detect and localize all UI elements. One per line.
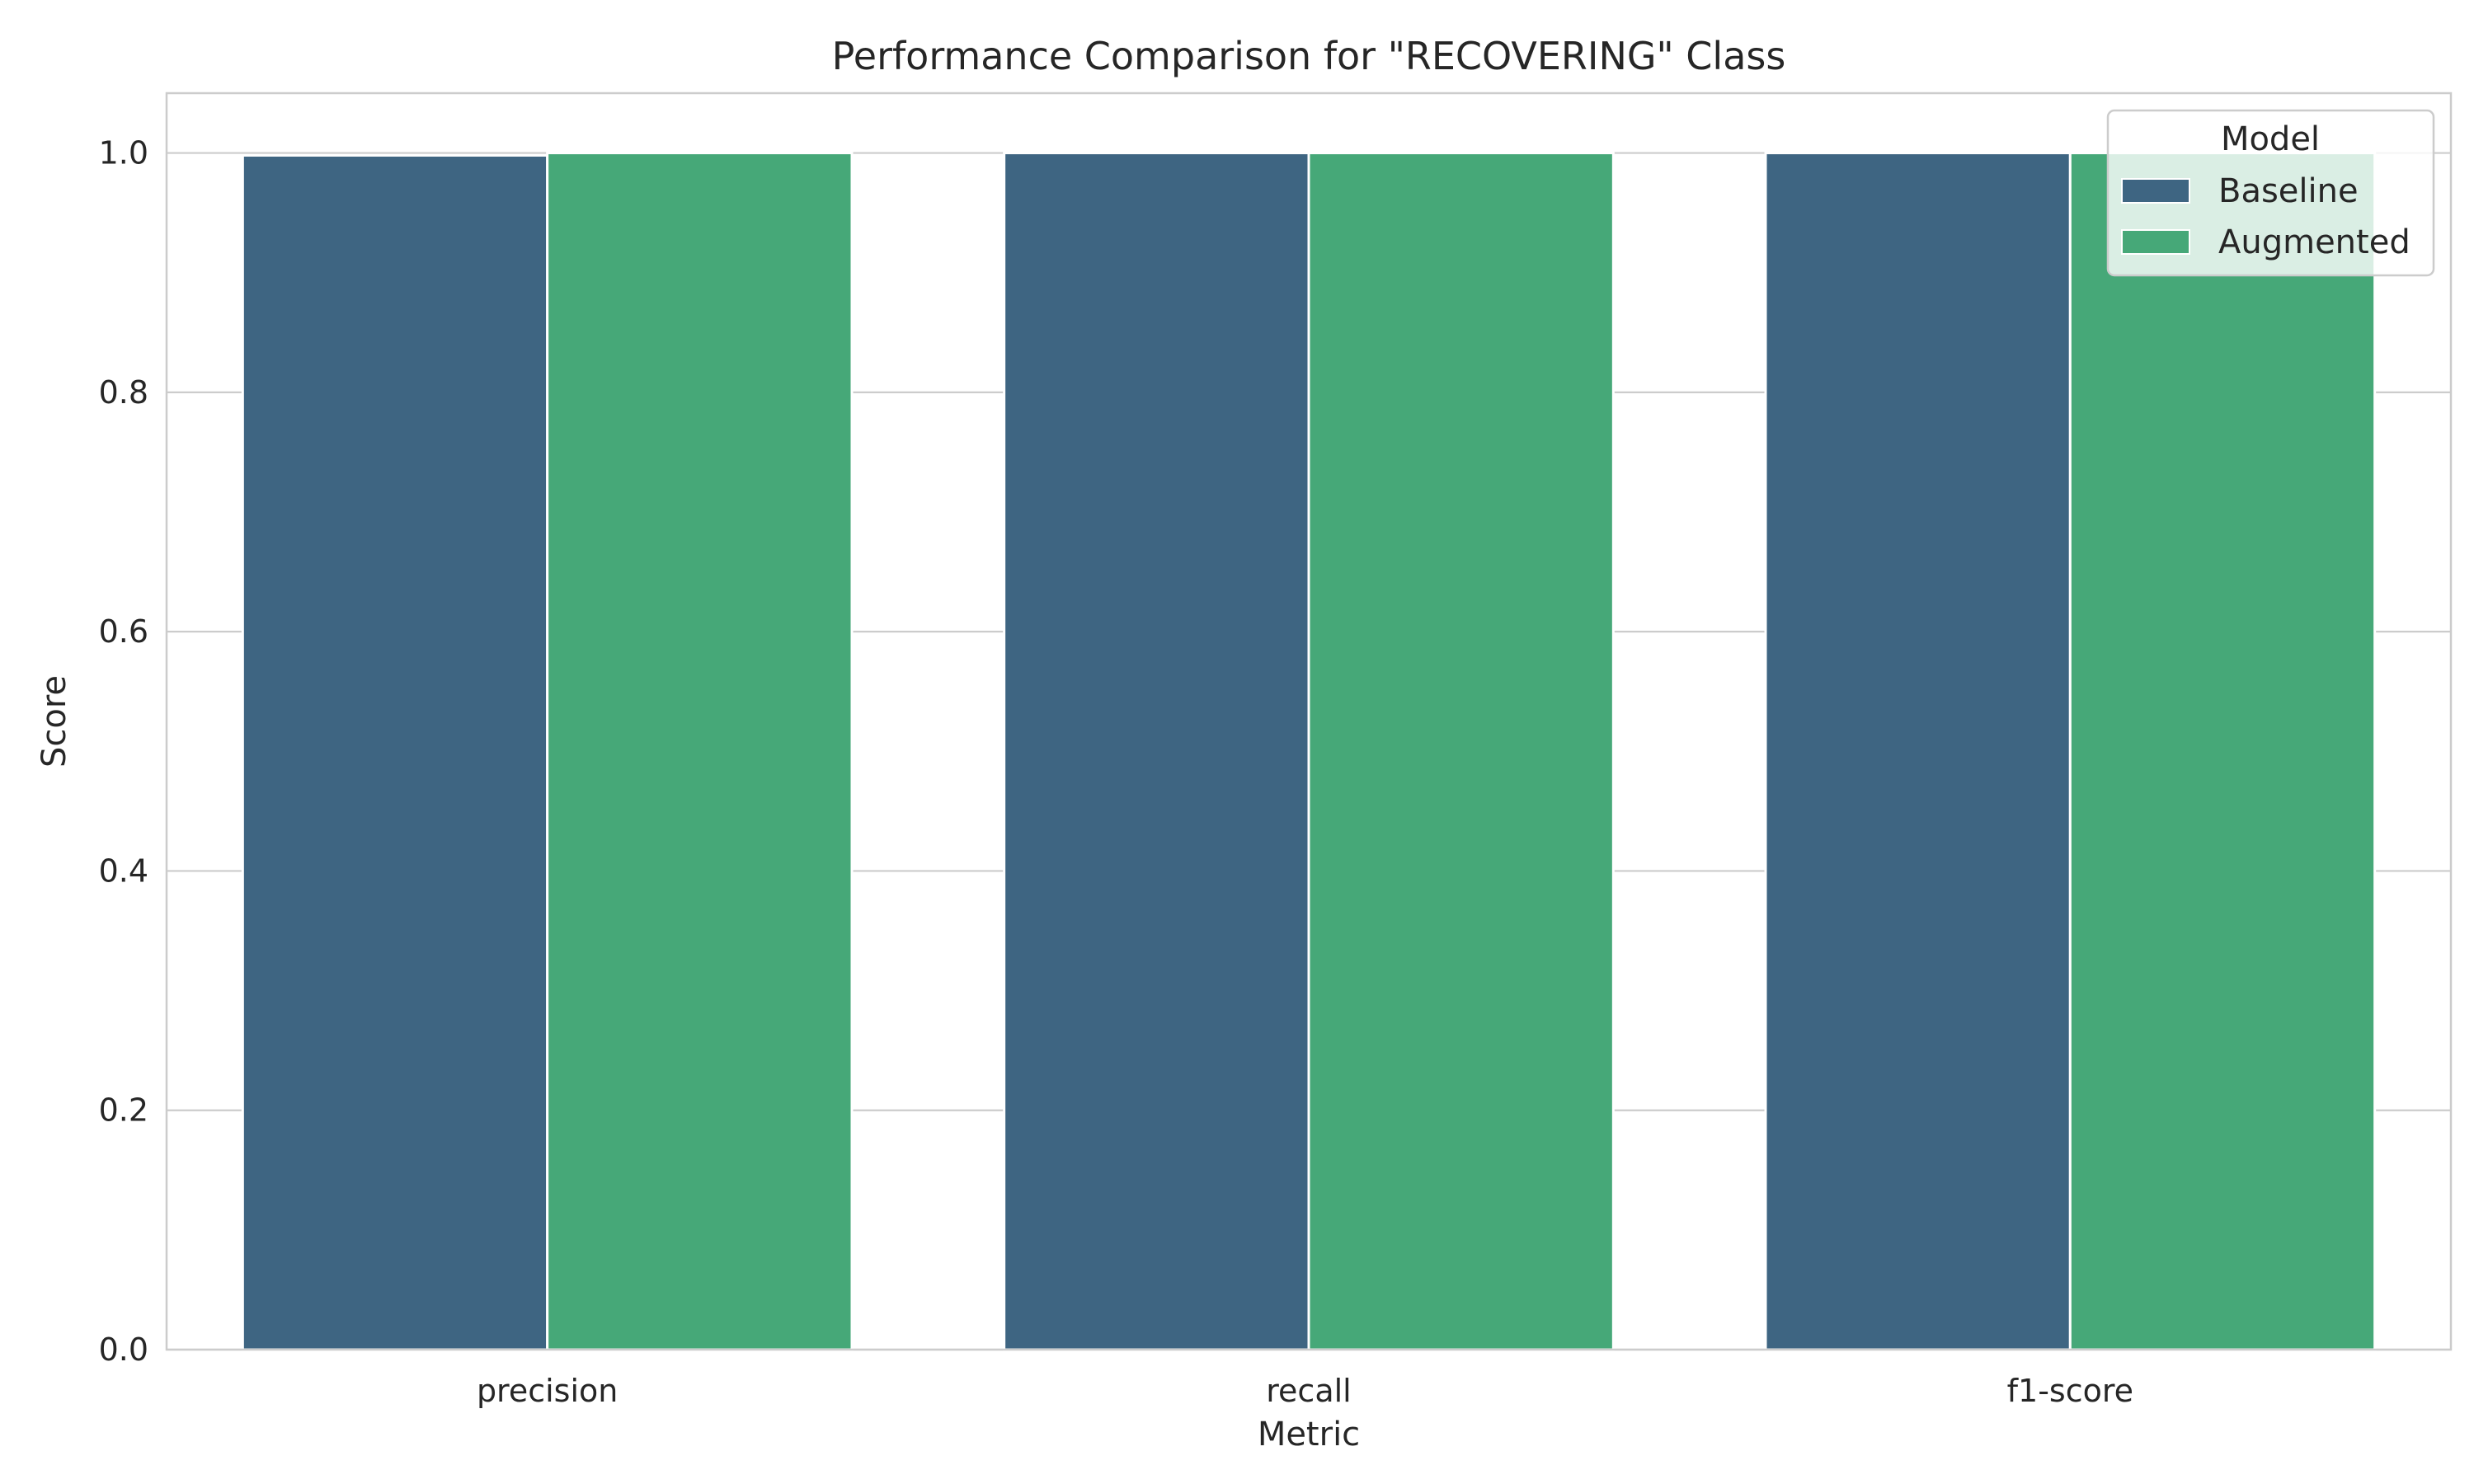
chart-title: Performance Comparison for "RECOVERING" …	[832, 34, 1786, 78]
y-axis-label: Score	[35, 675, 73, 768]
y-tick-label: 0.8	[99, 374, 148, 411]
y-tick-labels: 0.0 0.2 0.4 0.6 0.8 1.0	[99, 135, 148, 1368]
plot-area-border	[165, 92, 2453, 1351]
bar-precision-augmented	[546, 152, 854, 1351]
bars	[241, 152, 2377, 1351]
x-tick-labels: precision recall f1-score	[477, 1373, 2133, 1409]
legend: Model Baseline Augmented	[2106, 109, 2435, 277]
y-tick-label: 1.0	[99, 135, 148, 171]
legend-label-augmented: Augmented	[2218, 223, 2411, 261]
legend-label-baseline: Baseline	[2218, 172, 2359, 210]
legend-title: Model	[2221, 120, 2320, 158]
y-tick-label: 0.6	[99, 613, 148, 650]
y-tick-label: 0.2	[99, 1092, 148, 1129]
x-axis-label: Metric	[1258, 1416, 1360, 1453]
y-tick-label: 0.4	[99, 852, 148, 889]
bar-recall-baseline	[1003, 152, 1310, 1351]
bar-precision-baseline	[241, 153, 549, 1351]
legend-swatch-baseline	[2121, 178, 2190, 204]
y-tick-label: 0.0	[99, 1331, 148, 1368]
x-tick-label: precision	[477, 1373, 618, 1409]
legend-swatch-augmented	[2121, 229, 2190, 255]
x-tick-label: recall	[1266, 1373, 1351, 1409]
x-tick-label: f1-score	[2007, 1373, 2133, 1409]
bar-f1-score-augmented	[2068, 152, 2377, 1351]
bar-recall-augmented	[1307, 152, 1615, 1351]
bar-f1-score-baseline	[1764, 152, 2072, 1351]
